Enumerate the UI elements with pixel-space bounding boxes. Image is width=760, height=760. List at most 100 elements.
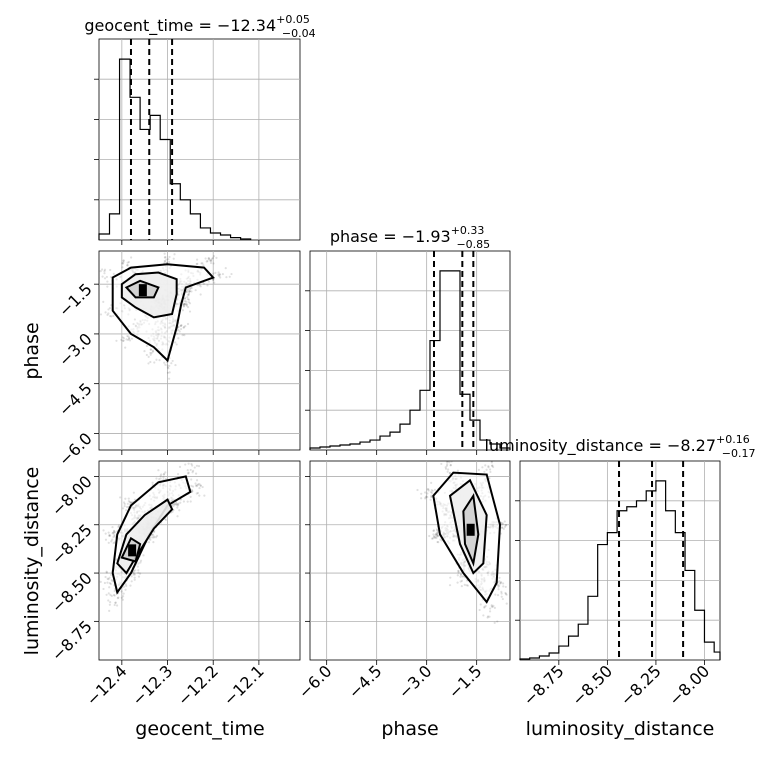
- sample-point: [105, 593, 108, 596]
- histogram-step-line: [309, 270, 511, 450]
- contour-line: [116, 498, 174, 575]
- sample-point: [117, 525, 120, 528]
- sample-point: [505, 524, 508, 527]
- sample-point: [106, 280, 109, 283]
- sample-point: [491, 605, 494, 609]
- sample-point: [430, 494, 433, 497]
- sample-point: [103, 269, 106, 273]
- sample-point: [110, 594, 113, 598]
- sample-point: [151, 533, 154, 537]
- sample-point: [143, 350, 146, 353]
- sample-point: [137, 569, 140, 572]
- sample-point: [122, 592, 125, 595]
- sample-point: [448, 471, 452, 475]
- sample-point: [450, 459, 452, 461]
- sample-point: [207, 256, 210, 260]
- sample-point: [176, 472, 180, 476]
- sample-point: [113, 533, 116, 536]
- sample-point: [128, 501, 131, 504]
- sample-point: [497, 584, 501, 587]
- sample-point: [109, 593, 112, 596]
- sample-point: [107, 592, 110, 595]
- sample-point: [177, 328, 180, 332]
- sample-point: [112, 535, 115, 539]
- sample-point: [119, 496, 122, 499]
- sample-point: [187, 301, 190, 304]
- sample-point: [173, 253, 176, 256]
- sample-point: [200, 262, 203, 265]
- sample-point: [462, 575, 465, 578]
- sample-point: [176, 503, 179, 506]
- sample-point: [151, 536, 154, 539]
- sample-point: [125, 338, 128, 341]
- sample-point: [186, 500, 189, 503]
- sample-point: [120, 596, 123, 599]
- sample-point: [195, 464, 199, 467]
- sample-point: [163, 252, 166, 255]
- sample-point: [121, 595, 125, 598]
- sample-point: [121, 598, 124, 601]
- y-tick-label: −8.50: [48, 568, 96, 616]
- sample-point: [175, 332, 178, 335]
- sample-point: [193, 466, 196, 469]
- sample-point: [145, 353, 148, 357]
- sample-point: [426, 492, 429, 495]
- x-tick-label: −8.00: [665, 661, 713, 709]
- sample-point: [440, 462, 443, 466]
- sample-point: [497, 585, 500, 588]
- sample-point: [498, 576, 501, 579]
- sample-point: [490, 461, 493, 463]
- sample-point: [435, 536, 438, 540]
- sample-point: [457, 571, 460, 574]
- sample-point: [212, 272, 215, 275]
- sample-point: [197, 483, 200, 486]
- sample-point: [181, 309, 185, 312]
- sample-point: [127, 260, 130, 264]
- sample-point: [488, 477, 491, 480]
- sample-point: [191, 464, 194, 467]
- sample-point: [164, 260, 167, 263]
- sample-point: [153, 530, 156, 534]
- sample-point: [186, 296, 189, 299]
- sample-point: [500, 592, 503, 595]
- sample-point: [112, 593, 115, 597]
- sample-point: [112, 529, 116, 532]
- sample-point: [185, 304, 188, 307]
- sample-point: [430, 491, 434, 494]
- sample-point: [482, 614, 485, 617]
- sample-point: [180, 324, 183, 327]
- sample-point: [106, 581, 109, 584]
- sample-point: [183, 303, 186, 306]
- sample-point: [493, 606, 496, 609]
- sample-point: [149, 348, 152, 351]
- sample-point: [178, 465, 182, 468]
- sample-point: [126, 338, 130, 342]
- sample-point: [177, 502, 180, 505]
- sample-point: [173, 502, 176, 506]
- contour-line: [111, 475, 192, 595]
- sample-point: [210, 259, 213, 262]
- contour-line: [120, 271, 178, 319]
- sample-point: [432, 529, 436, 532]
- sample-point: [168, 260, 171, 264]
- sample-point: [199, 285, 202, 288]
- sample-point: [99, 270, 102, 273]
- sample-point: [104, 532, 107, 535]
- sample-point: [105, 275, 109, 279]
- sample-point: [117, 596, 120, 599]
- sample-point: [124, 346, 127, 349]
- sample-point: [126, 261, 129, 264]
- sample-point: [459, 580, 462, 583]
- sample-point: [187, 293, 190, 296]
- sample-point: [137, 575, 141, 578]
- sample-point: [497, 588, 500, 591]
- sample-point: [133, 498, 137, 501]
- sample-point: [212, 278, 215, 281]
- xlabel-luminosity-distance: luminosity_distance: [526, 718, 715, 740]
- sample-point: [436, 531, 439, 534]
- sample-point: [432, 535, 436, 538]
- sample-point: [430, 495, 433, 499]
- sample-point: [191, 489, 194, 493]
- sample-point: [108, 576, 111, 579]
- sample-point: [504, 592, 508, 596]
